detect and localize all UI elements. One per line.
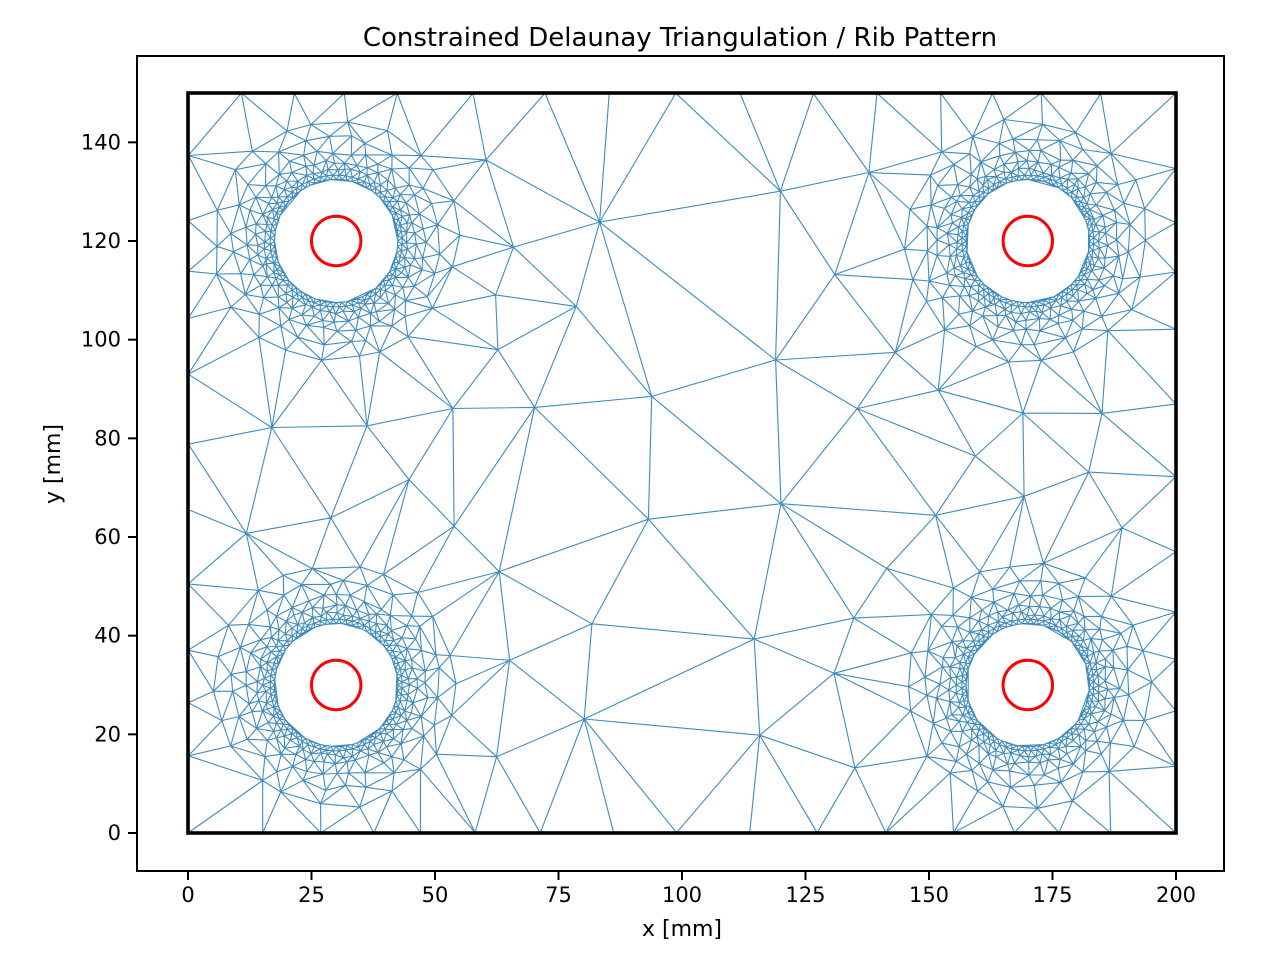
x-tick-label: 100 <box>662 883 702 907</box>
y-tick-label: 60 <box>94 525 121 549</box>
x-tick-label: 75 <box>545 883 572 907</box>
red-hole-circle <box>1001 658 1055 712</box>
red-hole-circle <box>310 658 363 712</box>
x-tick-label: 25 <box>298 883 325 907</box>
domain-boundary <box>186 91 1178 835</box>
x-tick-label: 150 <box>909 883 949 907</box>
y-tick-label: 100 <box>81 328 121 352</box>
bolt-hole-circles <box>310 214 1055 712</box>
y-axis-label: y [mm] <box>41 424 66 504</box>
axes-frame <box>136 55 1225 872</box>
x-tick-label: 125 <box>785 883 825 907</box>
red-hole-circle <box>310 214 363 268</box>
y-tick-label: 140 <box>81 130 121 154</box>
x-axis-label: x [mm] <box>642 917 722 942</box>
x-tick-label: 0 <box>181 883 194 907</box>
y-tick-label: 40 <box>94 624 121 648</box>
axis-ticks: 0 25 50 75 100 125 150 175 200 0 20 40 60 80 100 120 140 <box>81 130 1196 907</box>
x-tick-label: 200 <box>1156 883 1196 907</box>
x-tick-label: 50 <box>422 883 449 907</box>
y-tick-label: 80 <box>94 426 121 450</box>
y-tick-label: 0 <box>108 821 121 845</box>
x-tick-label: 175 <box>1032 883 1072 907</box>
mesh-edges <box>187 92 1177 834</box>
y-tick-label: 20 <box>94 722 121 746</box>
triangulation-mesh <box>187 92 1177 834</box>
y-tick-label: 120 <box>81 229 121 253</box>
plot-title: Constrained Delaunay Triangulation / Rib… <box>363 23 997 53</box>
red-hole-circle <box>1001 214 1055 268</box>
